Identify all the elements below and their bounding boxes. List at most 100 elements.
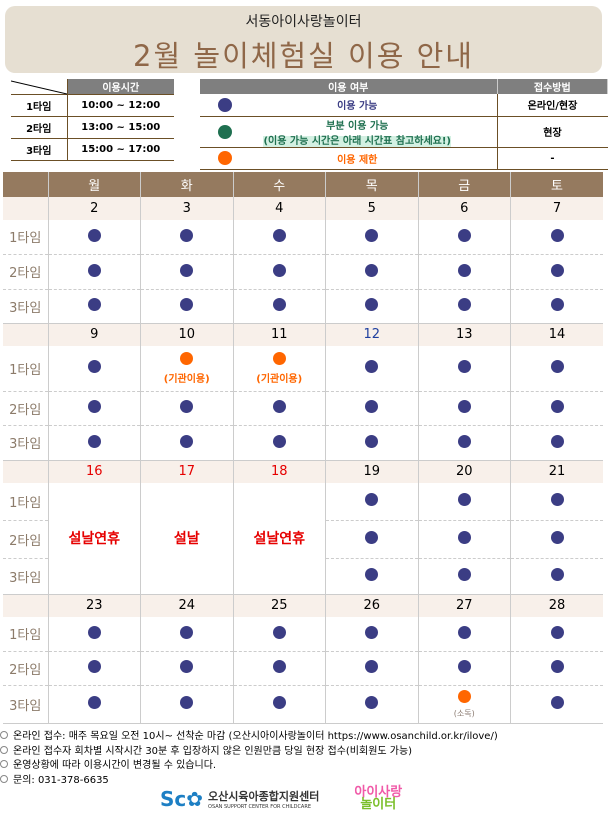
available-dot-icon — [180, 228, 194, 242]
slot-cell[interactable] — [325, 558, 418, 595]
slot-cell[interactable] — [325, 254, 418, 290]
date-row-corner — [3, 323, 48, 346]
slot-cell[interactable] — [47, 254, 141, 290]
available-dot-icon — [365, 400, 379, 413]
slot-cell[interactable] — [417, 617, 511, 652]
slot-cell[interactable] — [417, 558, 511, 595]
slot-cell[interactable] — [325, 483, 418, 521]
slot-cell[interactable] — [417, 346, 511, 392]
slot-cell[interactable] — [417, 651, 511, 686]
available-dot-icon — [180, 660, 194, 673]
note-item: 온라인 접수자 회차별 시작시간 30분 후 입장하지 않은 인원만큼 당일 현… — [0, 745, 498, 760]
slot-cell[interactable] — [417, 254, 511, 290]
diagonal-corner — [11, 79, 67, 95]
time-row: 3타임 15:00 ~ 17:00 — [11, 138, 174, 161]
slot-cell[interactable]: (소독) — [417, 685, 511, 724]
slot-cell[interactable] — [140, 685, 233, 724]
slot-cell[interactable] — [232, 425, 326, 461]
slot-cell[interactable] — [417, 220, 511, 255]
available-dot-icon — [457, 360, 471, 374]
slot-cell[interactable] — [140, 220, 233, 255]
slot-cell[interactable] — [325, 346, 418, 392]
slot-cell[interactable] — [140, 425, 233, 461]
available-dot-icon — [457, 568, 471, 581]
slot-cell[interactable]: (기관이용) — [232, 346, 326, 392]
slot-cell[interactable] — [232, 254, 326, 290]
slot-cell[interactable] — [510, 346, 603, 392]
slot-cell[interactable] — [232, 617, 326, 652]
slot-cell[interactable] — [325, 685, 418, 724]
slot-cell[interactable] — [417, 483, 511, 521]
slot-time: 13:00 ~ 15:00 — [66, 116, 174, 139]
slot-cell[interactable] — [510, 220, 603, 255]
slot-cell[interactable] — [232, 651, 326, 686]
slot-cell[interactable] — [325, 425, 418, 461]
slot-cell[interactable] — [325, 617, 418, 652]
slot-cell[interactable] — [417, 391, 511, 426]
slot-cell[interactable] — [510, 651, 603, 686]
note-text: 문의: 031-378-6635 — [13, 774, 109, 786]
slot-cell[interactable] — [510, 520, 603, 559]
slot-cell[interactable] — [510, 391, 603, 426]
facility-name: 서동아이사랑놀이터 — [245, 14, 362, 30]
slot-cell[interactable] — [47, 391, 141, 426]
slot-cell[interactable] — [47, 220, 141, 255]
available-dot-icon — [87, 263, 101, 277]
slot-cell[interactable] — [510, 254, 603, 290]
slot-cell[interactable] — [325, 289, 418, 324]
slot-cell[interactable] — [232, 289, 326, 324]
slot-cell[interactable] — [325, 520, 418, 559]
slot-cell[interactable] — [140, 254, 233, 290]
slot-note: (기관이용) — [163, 373, 210, 385]
playground-logo: 아이사랑 놀이터 — [354, 786, 402, 811]
slot-cell[interactable] — [47, 651, 141, 686]
slot-cell[interactable] — [140, 617, 233, 652]
available-dot-icon — [87, 696, 101, 709]
slot-cell[interactable] — [232, 685, 326, 724]
slot-cell[interactable] — [232, 391, 326, 426]
slot-cell[interactable] — [417, 425, 511, 461]
slot-cell[interactable] — [47, 425, 141, 461]
slot-cell[interactable] — [510, 425, 603, 461]
available-dot-icon — [550, 298, 564, 311]
slot-cell[interactable] — [140, 391, 233, 426]
slot-cell[interactable] — [232, 220, 326, 255]
slot-cell[interactable] — [510, 617, 603, 652]
slot-cell[interactable] — [47, 685, 141, 724]
legend-label-note: (이용 가능 시간은 아래 시간표 참고하세요!) — [263, 135, 451, 147]
circle-bullet-icon — [0, 760, 8, 768]
slot-time: 10:00 ~ 12:00 — [66, 94, 174, 117]
legend-label: 부분 이용 가능 — [326, 120, 389, 132]
slot-cell[interactable] — [510, 685, 603, 724]
center-logo-mark-icon: Sc✿ — [160, 787, 204, 811]
slot-cell[interactable] — [47, 346, 141, 392]
available-dot-icon — [365, 531, 379, 544]
slot-cell[interactable] — [47, 617, 141, 652]
slot-row: 2타임 — [3, 651, 603, 686]
slot-cell[interactable] — [325, 651, 418, 686]
slot-cell[interactable] — [325, 391, 418, 426]
slot-row: 3타임 — [3, 558, 603, 595]
slot-cell[interactable] — [510, 558, 603, 595]
slot-cell[interactable] — [417, 289, 511, 324]
slot-cell[interactable] — [510, 483, 603, 521]
available-dot-icon — [180, 696, 194, 709]
note-text: 운영상황에 따라 이용시간이 변경될 수 있습니다. — [13, 760, 217, 771]
weekday-header: 화 — [140, 172, 233, 197]
page-header: 서동아이사랑놀이터 2월 놀이체험실 이용 안내 — [5, 6, 602, 73]
slot-cell[interactable] — [47, 289, 141, 324]
slot-cell[interactable]: (기관이용) — [140, 346, 233, 392]
slot-row: 3타임 — [3, 289, 603, 324]
date-row-corner — [3, 594, 48, 617]
slot-cell[interactable] — [325, 220, 418, 255]
slot-cell[interactable] — [510, 289, 603, 324]
slot-cell[interactable] — [140, 651, 233, 686]
holiday-label: 설날연휴 — [253, 531, 306, 548]
holiday-cell: 설날연휴 — [232, 483, 326, 595]
slot-label: 2타임 — [3, 391, 48, 426]
slot-cell[interactable] — [140, 289, 233, 324]
slot-label: 3타임 — [3, 289, 48, 324]
status-header: 이용 여부 — [200, 79, 498, 94]
slot-cell[interactable] — [417, 520, 511, 559]
available-dot-icon — [180, 263, 194, 277]
